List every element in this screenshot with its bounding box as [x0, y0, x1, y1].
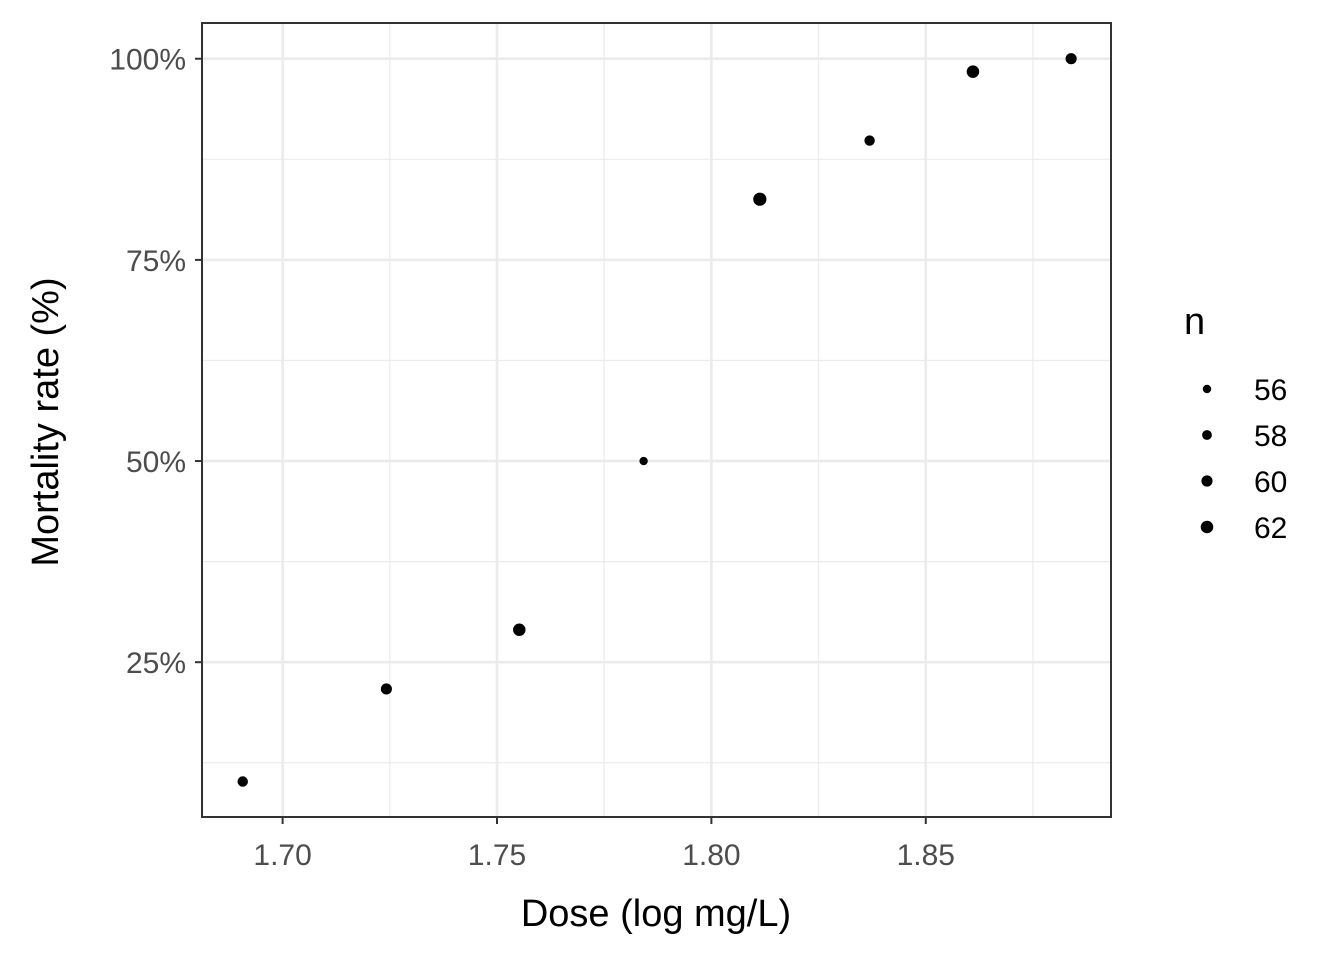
legend-title: n [1184, 301, 1205, 343]
y-tick-label: 100% [109, 44, 186, 77]
grid-minor [202, 23, 1111, 817]
legend-label: 60 [1254, 466, 1287, 499]
x-tick-label: 1.80 [682, 839, 740, 872]
size-legend: n 56 58 60 62 [1184, 301, 1287, 545]
x-tick-label: 1.75 [468, 839, 526, 872]
data-point [966, 65, 980, 78]
x-axis-title: Dose (log mg/L) [521, 893, 791, 935]
data-point [237, 776, 248, 787]
panel-border [201, 22, 1112, 818]
legend-key-point [1200, 520, 1214, 534]
data-point [513, 623, 526, 637]
data-point [639, 456, 648, 466]
data-point [380, 683, 392, 695]
x-axis: 1.70 1.75 1.80 1.85 [253, 817, 955, 872]
legend-label: 56 [1254, 374, 1287, 407]
legend-label: 62 [1254, 512, 1287, 545]
data-points [237, 53, 1077, 787]
x-tick-label: 1.85 [897, 839, 955, 872]
y-axis-title: Mortality rate (%) [25, 277, 67, 566]
data-point [753, 192, 767, 206]
y-tick-label: 50% [126, 446, 186, 479]
legend-key-point [1202, 384, 1212, 394]
grid-major [202, 23, 1111, 817]
y-tick-label: 75% [126, 245, 186, 278]
x-tick-label: 1.70 [253, 839, 311, 872]
legend-label: 58 [1254, 420, 1287, 453]
data-point [864, 135, 875, 146]
y-axis: 25% 50% 75% 100% [109, 44, 202, 680]
y-tick-label: 25% [126, 647, 186, 680]
legend-key-point [1201, 475, 1213, 487]
legend-key-point [1202, 430, 1212, 440]
data-point [1065, 53, 1077, 65]
